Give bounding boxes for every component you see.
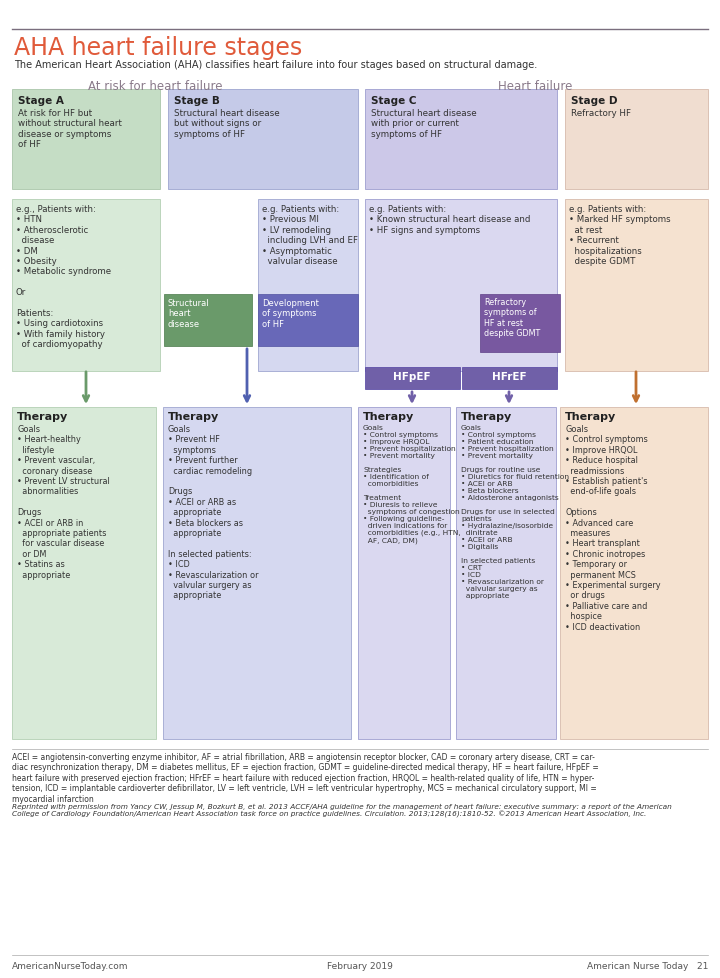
Bar bbox=[565, 90, 708, 190]
Bar bbox=[365, 200, 557, 372]
Text: Goals
• Heart-healthy
  lifestyle
• Prevent vascular,
  coronary disease
• Preve: Goals • Heart-healthy lifestyle • Preven… bbox=[17, 424, 109, 579]
Text: Goals
• Prevent HF
  symptoms
• Prevent further
  cardiac remodeling

Drugs
• AC: Goals • Prevent HF symptoms • Prevent fu… bbox=[168, 424, 258, 600]
Text: Stage D: Stage D bbox=[571, 96, 618, 106]
Text: The American Heart Association (AHA) classifies heart failure into four stages b: The American Heart Association (AHA) cla… bbox=[14, 60, 537, 70]
Text: Goals
• Control symptoms
• Patient education
• Prevent hospitalization
• Prevent: Goals • Control symptoms • Patient educa… bbox=[461, 424, 569, 599]
Text: Refractory
symptoms of
HF at rest
despite GDMT: Refractory symptoms of HF at rest despit… bbox=[484, 297, 540, 337]
Text: Structural heart disease
with prior or current
symptoms of HF: Structural heart disease with prior or c… bbox=[371, 109, 477, 139]
Text: e.g. Patients with:
• Marked HF symptoms
  at rest
• Recurrent
  hospitalization: e.g. Patients with: • Marked HF symptoms… bbox=[569, 204, 670, 266]
Text: AHA heart failure stages: AHA heart failure stages bbox=[14, 36, 302, 60]
Text: Stage B: Stage B bbox=[174, 96, 220, 106]
Text: e.g., Patients with:
• HTN
• Atherosclerotic
  disease
• DM
• Obesity
• Metaboli: e.g., Patients with: • HTN • Atheroscler… bbox=[16, 204, 111, 349]
Text: Therapy: Therapy bbox=[168, 412, 220, 422]
Bar bbox=[168, 90, 358, 190]
Bar bbox=[358, 408, 450, 739]
Text: Heart failure: Heart failure bbox=[498, 80, 572, 93]
Text: Goals
• Control symptoms
• Improve HRQOL
• Prevent hospitalization
• Prevent mor: Goals • Control symptoms • Improve HRQOL… bbox=[363, 424, 461, 544]
Text: Stage C: Stage C bbox=[371, 96, 416, 106]
Bar bbox=[456, 408, 556, 739]
Text: At risk for heart failure: At risk for heart failure bbox=[88, 80, 222, 93]
Bar bbox=[12, 90, 160, 190]
Bar bbox=[258, 200, 358, 372]
Text: February 2019: February 2019 bbox=[327, 961, 393, 970]
Text: e.g. Patients with:
• Previous MI
• LV remodeling
  including LVH and EF
• Asymp: e.g. Patients with: • Previous MI • LV r… bbox=[262, 204, 358, 266]
Text: Structural
heart
disease: Structural heart disease bbox=[168, 298, 210, 329]
Bar bbox=[164, 294, 252, 346]
Text: Therapy: Therapy bbox=[17, 412, 68, 422]
Text: HFrEF: HFrEF bbox=[492, 372, 526, 381]
Bar bbox=[163, 408, 351, 739]
Text: Therapy: Therapy bbox=[461, 412, 512, 422]
Bar bbox=[365, 90, 557, 190]
Text: Therapy: Therapy bbox=[363, 412, 414, 422]
Bar bbox=[365, 368, 460, 389]
Bar bbox=[462, 368, 557, 389]
Text: At risk for HF but
without structural heart
disease or symptoms
of HF: At risk for HF but without structural he… bbox=[18, 109, 122, 149]
Bar bbox=[12, 408, 156, 739]
Text: HFpEF: HFpEF bbox=[393, 372, 431, 381]
Text: Structural heart disease
but without signs or
symptoms of HF: Structural heart disease but without sig… bbox=[174, 109, 279, 139]
Text: e.g. Patients with:
• Known structural heart disease and
• HF signs and symptoms: e.g. Patients with: • Known structural h… bbox=[369, 204, 531, 235]
Bar bbox=[480, 294, 560, 353]
Text: Therapy: Therapy bbox=[565, 412, 616, 422]
Text: Refractory HF: Refractory HF bbox=[571, 109, 631, 118]
Text: Stage A: Stage A bbox=[18, 96, 64, 106]
Bar bbox=[258, 294, 358, 346]
Text: AmericanNurseToday.com: AmericanNurseToday.com bbox=[12, 961, 128, 970]
Text: Development
of symptoms
of HF: Development of symptoms of HF bbox=[262, 298, 319, 329]
Text: ACEI = angiotensin-converting enzyme inhibitor, AF = atrial fibrillation, ARB = : ACEI = angiotensin-converting enzyme inh… bbox=[12, 752, 599, 803]
Bar bbox=[12, 200, 160, 372]
Text: Reprinted with permission from Yancy CW, Jessup M, Bozkurt B, et al. 2013 ACCF/A: Reprinted with permission from Yancy CW,… bbox=[12, 803, 672, 818]
Text: American Nurse Today   21: American Nurse Today 21 bbox=[587, 961, 708, 970]
Bar bbox=[560, 408, 708, 739]
Bar bbox=[565, 200, 708, 372]
Text: Goals
• Control symptoms
• Improve HRQOL
• Reduce hospital
  readmissions
• Esta: Goals • Control symptoms • Improve HRQOL… bbox=[565, 424, 660, 631]
